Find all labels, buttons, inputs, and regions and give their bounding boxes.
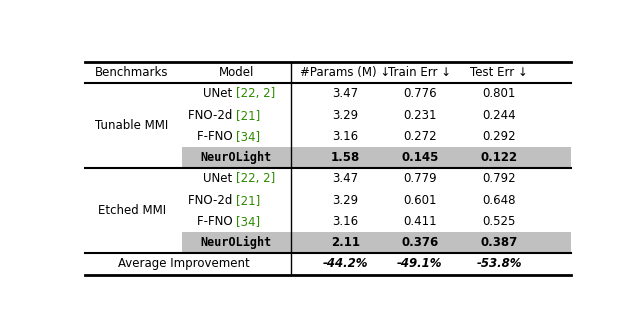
- Text: Test Err ↓: Test Err ↓: [470, 66, 528, 79]
- Text: FNO-2d: FNO-2d: [188, 109, 236, 122]
- Text: 0.601: 0.601: [403, 194, 436, 207]
- Text: 0.411: 0.411: [403, 215, 436, 228]
- Text: 0.779: 0.779: [403, 172, 436, 185]
- Text: -44.2%: -44.2%: [323, 257, 368, 270]
- Text: 0.525: 0.525: [483, 215, 516, 228]
- Text: 3.29: 3.29: [332, 194, 358, 207]
- Text: UNet: UNet: [204, 172, 236, 185]
- Text: 0.776: 0.776: [403, 87, 436, 100]
- Text: Etched MMI: Etched MMI: [98, 204, 166, 217]
- Text: 2.11: 2.11: [331, 236, 360, 249]
- Text: FNO-2d: FNO-2d: [188, 194, 236, 207]
- Text: 0.145: 0.145: [401, 151, 438, 164]
- Text: [21]: [21]: [236, 109, 260, 122]
- Text: [34]: [34]: [236, 215, 260, 228]
- Text: 0.244: 0.244: [483, 109, 516, 122]
- Text: Model: Model: [218, 66, 254, 79]
- Text: F-FNO: F-FNO: [197, 130, 236, 143]
- Text: Train Err ↓: Train Err ↓: [388, 66, 451, 79]
- Text: Benchmarks: Benchmarks: [95, 66, 169, 79]
- Text: 3.29: 3.29: [332, 109, 358, 122]
- Text: 0.648: 0.648: [483, 194, 516, 207]
- Text: [21]: [21]: [236, 194, 260, 207]
- Bar: [182, 147, 571, 168]
- Text: Average Improvement: Average Improvement: [118, 257, 250, 270]
- Text: 0.376: 0.376: [401, 236, 438, 249]
- Text: -49.1%: -49.1%: [397, 257, 442, 270]
- Text: 3.16: 3.16: [332, 130, 358, 143]
- Text: 0.387: 0.387: [481, 236, 518, 249]
- Text: 3.47: 3.47: [332, 172, 358, 185]
- Text: NeurOLight: NeurOLight: [200, 151, 272, 164]
- Text: 3.47: 3.47: [332, 87, 358, 100]
- Text: #Params (M) ↓: #Params (M) ↓: [300, 66, 390, 79]
- Text: 0.801: 0.801: [483, 87, 516, 100]
- Text: UNet: UNet: [204, 87, 236, 100]
- Text: 0.272: 0.272: [403, 130, 436, 143]
- Text: 0.792: 0.792: [483, 172, 516, 185]
- Text: 1.58: 1.58: [331, 151, 360, 164]
- Text: F-FNO: F-FNO: [197, 215, 236, 228]
- Text: 3.16: 3.16: [332, 215, 358, 228]
- Text: NeurOLight: NeurOLight: [200, 236, 272, 249]
- Text: 0.292: 0.292: [483, 130, 516, 143]
- Text: -53.8%: -53.8%: [476, 257, 522, 270]
- Text: [22, 2]: [22, 2]: [236, 87, 275, 100]
- Text: 0.122: 0.122: [481, 151, 518, 164]
- Text: 0.231: 0.231: [403, 109, 436, 122]
- Text: Tunable MMI: Tunable MMI: [95, 119, 169, 132]
- Text: [22, 2]: [22, 2]: [236, 172, 275, 185]
- Bar: [182, 232, 571, 253]
- Text: [34]: [34]: [236, 130, 260, 143]
